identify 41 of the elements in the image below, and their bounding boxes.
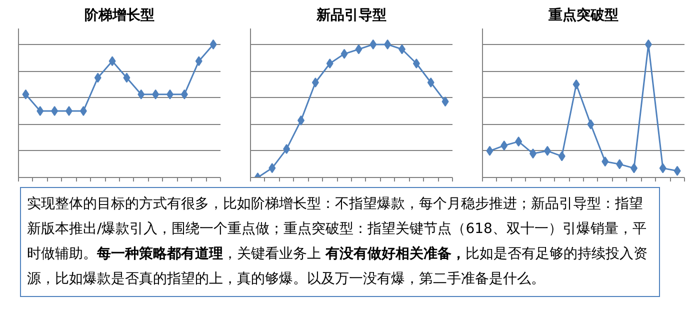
point: [210, 39, 217, 50]
point: [195, 56, 202, 66]
text: 每一种策略都有道理: [97, 246, 223, 262]
chart-title: 阶梯增长型: [84, 8, 154, 24]
point: [544, 146, 551, 156]
point: [326, 58, 334, 68]
point: [644, 39, 652, 50]
point: [80, 106, 87, 116]
point: [123, 72, 130, 83]
point: [587, 119, 594, 130]
point: [602, 156, 609, 167]
point: [674, 166, 681, 176]
point: [500, 140, 508, 151]
point: [370, 39, 377, 50]
point: [108, 56, 116, 66]
point: [94, 72, 102, 83]
chart-title: 新品引导型: [316, 6, 386, 24]
point: [412, 58, 420, 68]
point: [22, 89, 30, 100]
text: 有没有做好相关准备，: [325, 246, 466, 262]
point: [283, 144, 290, 154]
point: [355, 44, 362, 54]
text: ，关键看业务上: [223, 246, 321, 262]
point: [152, 89, 160, 100]
point: [36, 106, 44, 116]
point: [659, 163, 666, 174]
point: [616, 159, 624, 170]
point: [427, 78, 434, 88]
point: [515, 136, 522, 147]
point: [312, 78, 319, 88]
chart-title: 重点突破型: [548, 6, 618, 24]
point: [51, 106, 58, 116]
point: [384, 39, 392, 50]
point: [340, 48, 348, 59]
point: [268, 163, 276, 174]
point: [572, 79, 580, 90]
point: [442, 96, 449, 107]
point: [138, 89, 145, 100]
point: [486, 146, 494, 156]
point: [558, 151, 566, 162]
point: [180, 89, 188, 100]
